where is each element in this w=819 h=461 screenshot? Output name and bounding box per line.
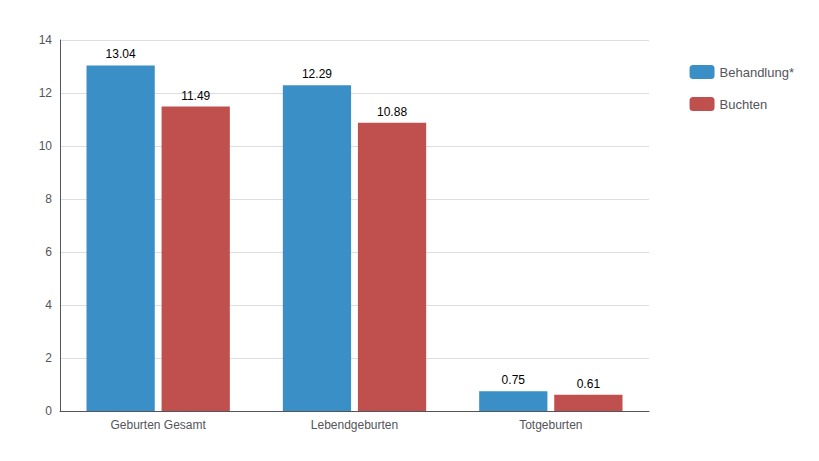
svg-text:Lebendgeburten: Lebendgeburten [311,418,398,432]
svg-text:14: 14 [39,33,53,47]
svg-text:13.04: 13.04 [106,47,136,61]
svg-text:8: 8 [45,192,52,206]
svg-text:10: 10 [39,139,53,153]
svg-text:Totgeburten: Totgeburten [519,418,582,432]
svg-text:4: 4 [45,298,52,312]
svg-text:12.29: 12.29 [302,67,332,81]
svg-text:12: 12 [39,86,53,100]
svg-text:0: 0 [45,404,52,418]
svg-text:0.61: 0.61 [577,377,601,391]
svg-text:2: 2 [45,351,52,365]
svg-text:11.49: 11.49 [181,89,210,103]
svg-text:0.75: 0.75 [502,373,526,387]
svg-text:Buchten: Buchten [720,97,768,112]
svg-text:10.88: 10.88 [377,105,407,119]
svg-text:Geburten Gesamt: Geburten Gesamt [110,418,206,432]
svg-text:Behandlung*: Behandlung* [720,65,794,80]
svg-text:6: 6 [45,245,52,259]
